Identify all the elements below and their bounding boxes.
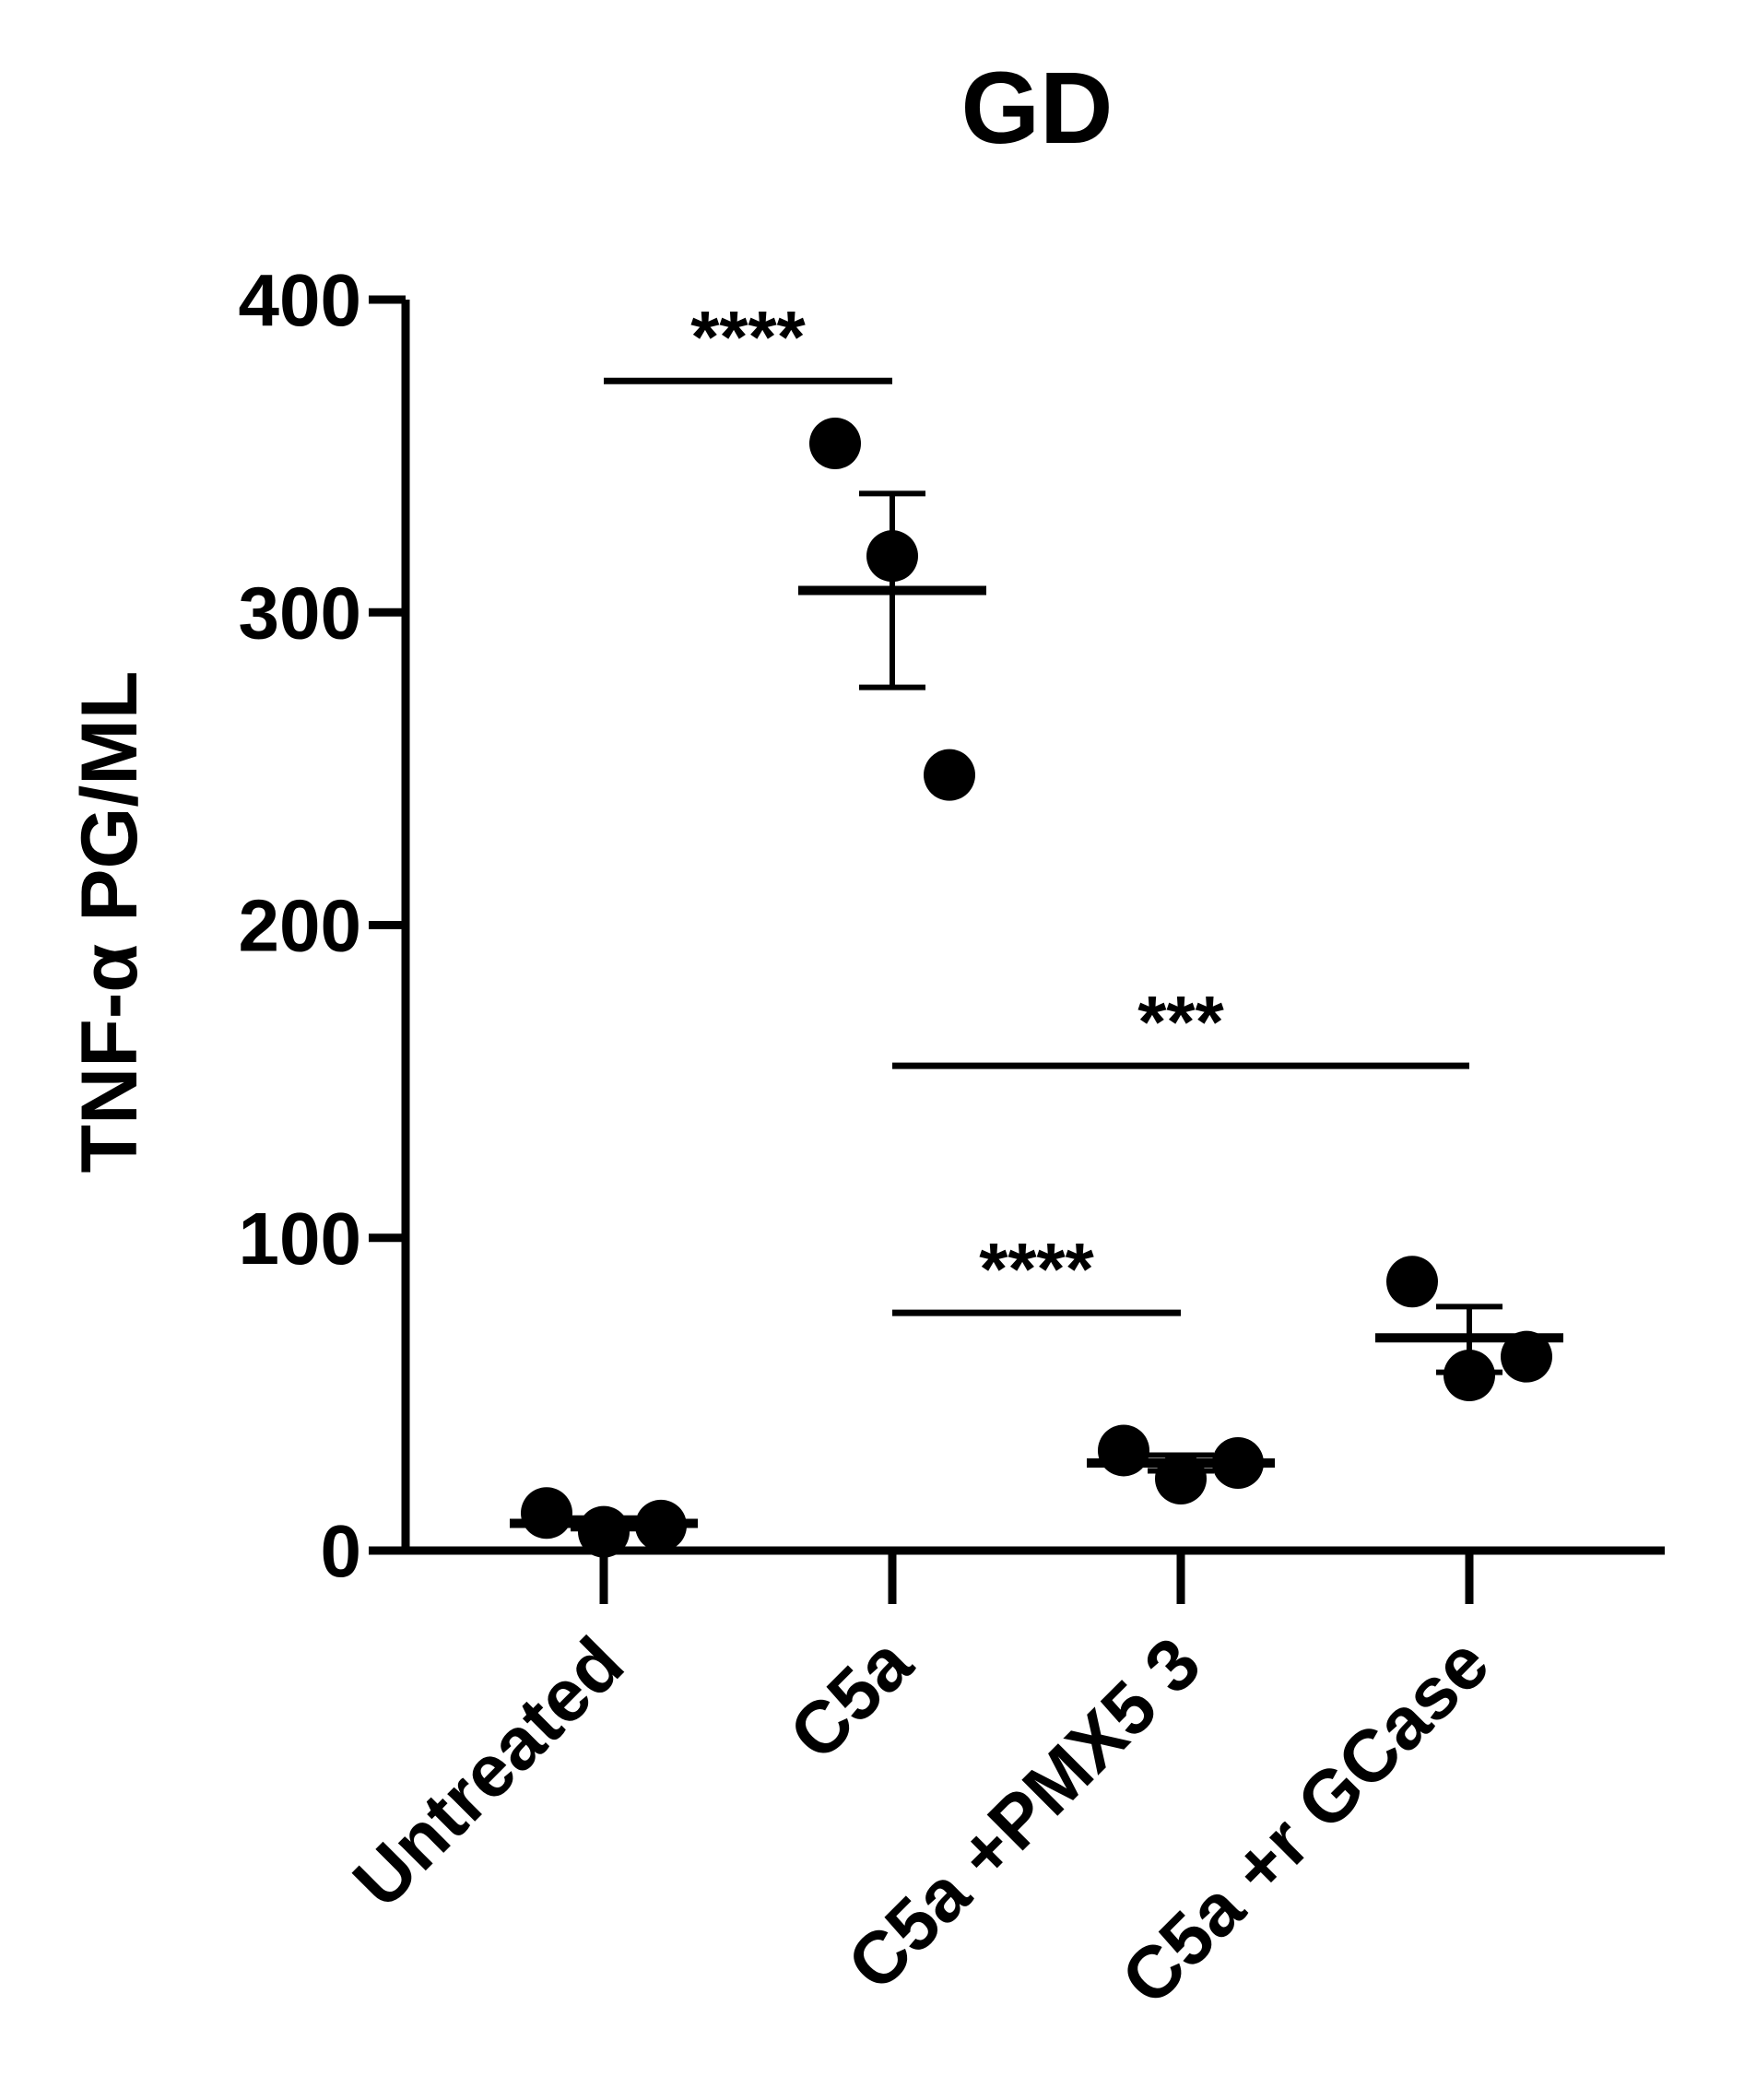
data-point <box>809 418 861 470</box>
data-point <box>924 749 975 801</box>
y-tick-label: 100 <box>239 1197 361 1280</box>
data-point <box>521 1487 572 1540</box>
x-tick-label: Untreated <box>337 1622 639 1923</box>
data-point <box>1386 1256 1438 1308</box>
significance-annotations: *********** <box>604 296 1469 1316</box>
y-axis-label: TNF-α PG/ML <box>65 671 154 1174</box>
y-ticks: 0 100 200 300 400 <box>239 259 406 1592</box>
significance-label: **** <box>690 296 806 378</box>
significance-label: *** <box>1137 981 1224 1063</box>
chart-title: GD <box>961 52 1114 165</box>
data-point <box>1444 1350 1495 1402</box>
y-tick-label: 300 <box>239 572 361 654</box>
data-groups <box>510 418 1563 1558</box>
y-tick-label: 0 <box>321 1510 362 1592</box>
data-point <box>578 1505 630 1558</box>
data-point <box>1098 1424 1149 1477</box>
significance-label: **** <box>979 1228 1094 1310</box>
data-point <box>1501 1330 1552 1383</box>
x-tick-label: C5a <box>773 1622 927 1776</box>
y-tick-label: 400 <box>239 259 361 341</box>
y-tick-label: 200 <box>239 885 361 967</box>
